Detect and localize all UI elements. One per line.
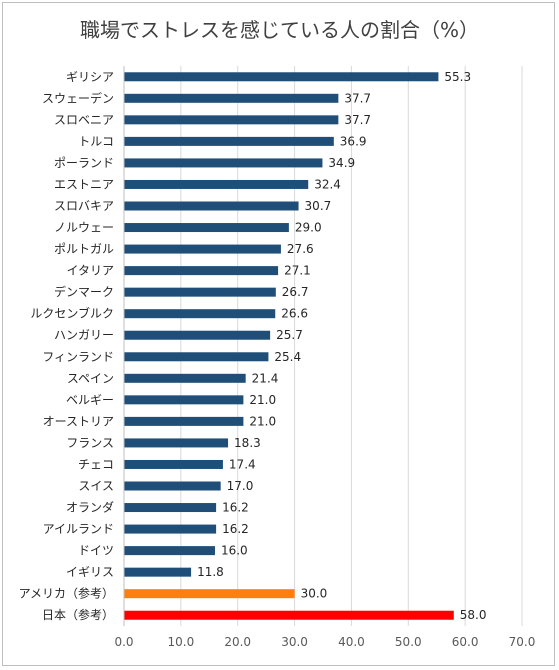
value-label: 32.4 <box>314 177 341 191</box>
category-label: イギリス <box>66 565 114 579</box>
value-label: 29.0 <box>295 221 322 235</box>
category-label: オランダ <box>66 500 114 515</box>
bar <box>124 546 215 556</box>
chart-title: 職場でストレスを感じている人の割合（%） <box>79 18 479 42</box>
value-label: 21.4 <box>252 371 279 385</box>
bar <box>124 201 299 211</box>
category-label: スイス <box>78 479 114 493</box>
value-label: 21.0 <box>249 393 276 407</box>
value-label: 37.7 <box>344 91 371 105</box>
value-label: 27.1 <box>284 264 311 278</box>
value-label: 16.2 <box>222 522 249 536</box>
category-label: ポーランド <box>54 156 114 170</box>
value-label: 34.9 <box>328 156 355 170</box>
bar <box>124 589 295 599</box>
x-tick-label: 60.0 <box>452 635 479 649</box>
x-tick-label: 20.0 <box>224 635 251 649</box>
value-label: 26.7 <box>282 285 309 299</box>
category-label: ノルウェー <box>54 221 114 235</box>
bar <box>124 179 309 189</box>
value-label: 58.0 <box>460 608 487 622</box>
x-tick-label: 70.0 <box>509 635 536 649</box>
bar <box>124 136 334 146</box>
x-tick-label: 30.0 <box>281 635 308 649</box>
category-label: チェコ <box>78 457 114 471</box>
bar <box>124 115 339 125</box>
value-label: 36.9 <box>340 134 367 148</box>
bar <box>124 223 289 233</box>
value-label: 21.0 <box>249 414 276 428</box>
bar <box>124 266 279 276</box>
category-label: トルコ <box>78 134 114 148</box>
bar <box>124 373 246 383</box>
x-tick-label: 40.0 <box>338 635 365 649</box>
category-label: デンマーク <box>54 284 114 299</box>
category-label: アイルランド <box>43 522 114 536</box>
category-label: 日本（参考） <box>42 607 114 622</box>
category-label: ルクセンブルク <box>30 306 114 321</box>
category-label: ベルギー <box>66 393 114 407</box>
bar <box>124 158 323 168</box>
bar <box>124 244 281 254</box>
category-label: エストニア <box>54 177 114 191</box>
bar <box>124 610 454 620</box>
category-label: スペイン <box>67 371 114 385</box>
bar <box>124 567 192 577</box>
category-label: スロバキア <box>54 199 114 213</box>
value-label: 16.2 <box>222 501 249 515</box>
value-label: 37.7 <box>344 113 371 127</box>
bar <box>124 395 244 405</box>
value-label: 17.4 <box>229 457 256 471</box>
category-label: アメリカ（参考） <box>19 586 114 601</box>
bar <box>124 416 244 426</box>
bar <box>124 287 276 297</box>
value-label: 30.7 <box>305 199 332 213</box>
category-label: ハンガリー <box>54 328 114 342</box>
category-label: ドイツ <box>78 544 114 558</box>
bar <box>124 438 229 448</box>
category-label: ギリシア <box>66 70 114 84</box>
category-label: スウェーデン <box>42 90 114 105</box>
x-tick-label: 0.0 <box>114 635 133 649</box>
value-label: 26.6 <box>281 307 308 321</box>
bar <box>124 309 276 319</box>
category-label: スロベニア <box>54 113 114 127</box>
bar <box>124 352 269 362</box>
bar <box>124 459 223 469</box>
bar <box>124 481 221 491</box>
value-label: 16.0 <box>221 544 248 558</box>
category-label: ポルトガル <box>54 242 114 256</box>
value-label: 25.7 <box>276 328 303 342</box>
value-label: 11.8 <box>197 565 224 579</box>
value-label: 30.0 <box>301 587 328 601</box>
value-label: 27.6 <box>287 242 314 256</box>
bar <box>124 330 271 340</box>
bar <box>124 93 339 103</box>
category-label: フランス <box>66 436 114 450</box>
bar <box>124 524 217 534</box>
value-label: 18.3 <box>234 436 261 450</box>
value-label: 25.4 <box>274 350 301 364</box>
value-label: 55.3 <box>444 70 471 84</box>
x-tick-label: 50.0 <box>395 635 422 649</box>
bar <box>124 72 439 82</box>
category-label: オーストリア <box>43 414 114 428</box>
value-label: 17.0 <box>227 479 254 493</box>
category-label: イタリア <box>66 264 114 278</box>
bar <box>124 503 217 513</box>
category-label: フィンランド <box>42 350 114 364</box>
x-tick-label: 10.0 <box>167 635 194 649</box>
